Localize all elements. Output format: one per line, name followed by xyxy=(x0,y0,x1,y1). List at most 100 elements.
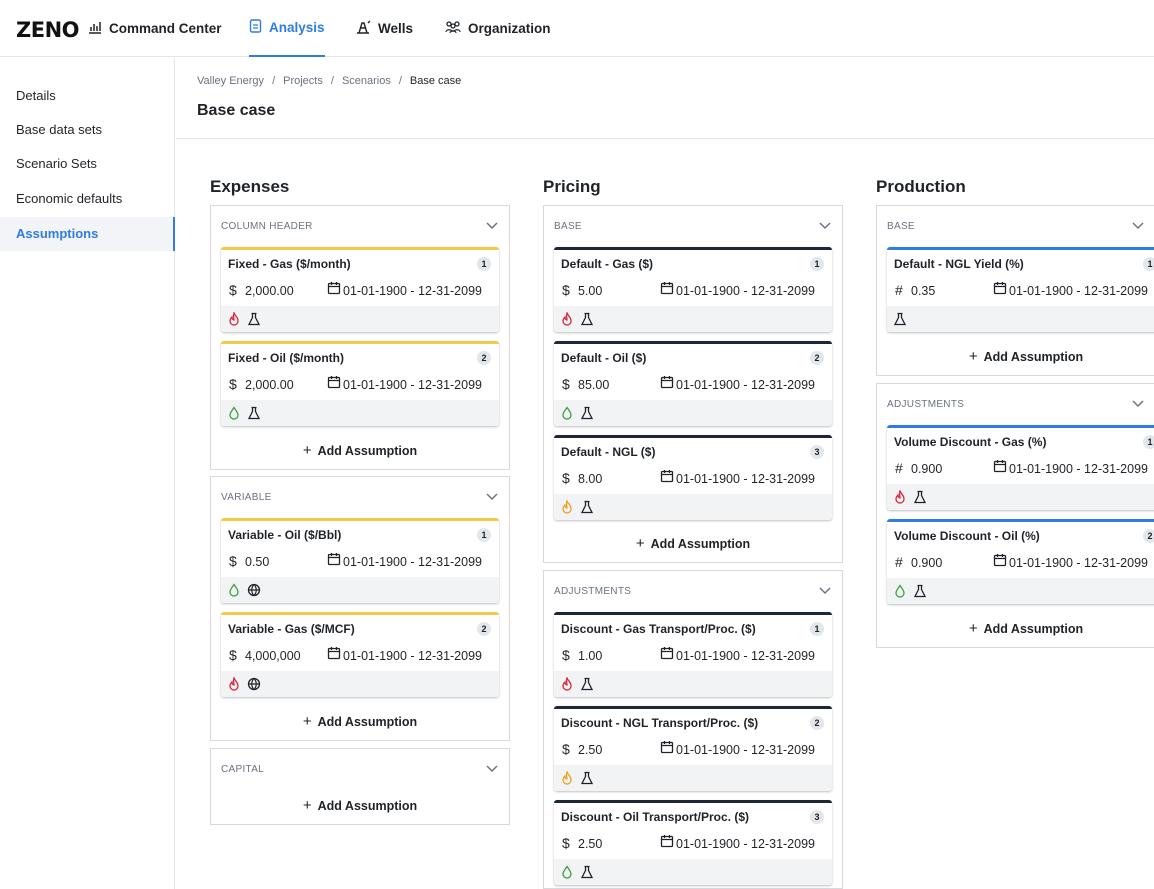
assumption-card[interactable]: Volume Discount - Gas (%) 1 #0.900 01-01-19… xyxy=(887,425,1154,510)
card-title: Fixed - Oil ($/month) xyxy=(228,351,344,365)
card-value: 1.00 xyxy=(578,649,603,663)
assumption-card[interactable]: Discount - Oil Transport/Proc. ($) 3 $2.50… xyxy=(554,800,832,885)
assumption-card[interactable]: Variable - Oil ($/Bbl) 1 $0.50 01-01-1900 -… xyxy=(221,518,499,603)
flask-icon xyxy=(247,406,261,420)
calendar-icon xyxy=(993,281,1007,295)
globe-icon xyxy=(247,677,261,691)
card-title: Volume Discount - Gas (%) xyxy=(894,435,1047,449)
assumption-card[interactable]: Default - NGL ($) 3 $8.00 01-01-1900 - 12-3… xyxy=(554,435,832,520)
order-badge: 1 xyxy=(810,257,824,271)
card-value: 2.50 xyxy=(578,837,603,851)
plus-icon: + xyxy=(302,797,312,814)
flask-icon xyxy=(913,490,927,504)
gas-flame-icon xyxy=(560,312,574,326)
card-footer xyxy=(554,859,832,885)
flask-icon xyxy=(247,312,261,326)
flask-icon xyxy=(580,500,594,514)
sidebar-item-assumptions[interactable]: Assumptions xyxy=(0,217,175,251)
chevron-down-icon[interactable] xyxy=(818,218,832,232)
plus-icon: + xyxy=(302,442,312,459)
sidebar-item-scenario-sets[interactable]: Scenario Sets xyxy=(16,156,97,171)
document-icon xyxy=(249,19,262,36)
assumption-card[interactable]: Volume Discount - Oil (%) 2 #0.900 01-01-19… xyxy=(887,519,1154,604)
calendar-icon xyxy=(660,375,674,389)
dollar-icon: $ xyxy=(229,647,237,663)
assumption-section: VARIABLE Variable - Oil ($/Bbl) 1 $0.50 01-0… xyxy=(210,476,510,741)
card-date-range: 01-01-1900 - 12-31-2099 xyxy=(676,649,815,663)
assumption-card[interactable]: Default - NGL Yield (%) 1 #0.35 01-01-1900 … xyxy=(887,247,1154,332)
breadcrumb-link[interactable]: Scenarios xyxy=(341,75,391,87)
plus-icon: + xyxy=(968,348,978,365)
calendar-icon xyxy=(993,553,1007,567)
chevron-down-icon[interactable] xyxy=(485,761,499,775)
sidebar-item-base-data-sets[interactable]: Base data sets xyxy=(16,122,102,137)
card-footer xyxy=(887,306,1154,332)
chart-icon xyxy=(88,20,102,37)
assumption-section: COLUMN HEADER Fixed - Gas ($/month) 1 $2,00… xyxy=(210,205,510,470)
ngl-flame-icon xyxy=(560,771,574,785)
add-assumption-button[interactable]: + Add Assumption xyxy=(544,535,842,552)
dollar-icon: $ xyxy=(562,376,570,392)
breadcrumb-link[interactable]: Valley Energy xyxy=(197,75,265,87)
order-badge: 1 xyxy=(810,622,824,636)
card-value: 8.00 xyxy=(578,472,603,486)
oil-drop-icon xyxy=(227,583,241,597)
section-label: COLUMN HEADER xyxy=(221,221,313,232)
assumption-card[interactable]: Variable - Gas ($/MCF) 2 $4,000,000 01-01-1… xyxy=(221,612,499,697)
card-footer xyxy=(554,765,832,791)
add-assumption-button[interactable]: + Add Assumption xyxy=(211,797,509,814)
assumption-card[interactable]: Discount - Gas Transport/Proc. ($) 1 $1.00… xyxy=(554,612,832,697)
order-badge: 1 xyxy=(1143,257,1154,271)
chevron-down-icon[interactable] xyxy=(818,583,832,597)
chevron-down-icon[interactable] xyxy=(1131,396,1145,410)
hash-icon: # xyxy=(895,460,903,476)
nav-organization[interactable]: Organization xyxy=(445,0,551,57)
chevron-down-icon[interactable] xyxy=(1131,218,1145,232)
order-badge: 1 xyxy=(1143,435,1154,449)
assumption-card[interactable]: Fixed - Oil ($/month) 2 $2,000.00 01-01-190… xyxy=(221,341,499,426)
calendar-icon xyxy=(660,646,674,660)
flask-icon xyxy=(580,677,594,691)
zeno-logo[interactable]: ZENO xyxy=(16,18,80,42)
dollar-icon: $ xyxy=(229,376,237,392)
sidebar-item-economic-defaults[interactable]: Economic defaults xyxy=(16,191,123,206)
card-title: Volume Discount - Oil (%) xyxy=(894,529,1040,543)
sidebar-item-details[interactable]: Details xyxy=(16,88,56,103)
nav-wells[interactable]: Wells xyxy=(355,0,413,57)
add-assumption-button[interactable]: + Add Assumption xyxy=(877,348,1154,365)
card-date-range: 01-01-1900 - 12-31-2099 xyxy=(1009,556,1148,570)
assumption-card[interactable]: Default - Oil ($) 2 $85.00 01-01-1900 - 12-… xyxy=(554,341,832,426)
assumption-section: BASE Default - Gas ($) 1 $5.00 01-01-1900 - … xyxy=(543,205,843,563)
flask-icon xyxy=(913,584,927,598)
add-assumption-button[interactable]: + Add Assumption xyxy=(211,442,509,459)
assumption-card[interactable]: Default - Gas ($) 1 $5.00 01-01-1900 - 12-3… xyxy=(554,247,832,332)
add-assumption-label: Add Assumption xyxy=(983,622,1084,636)
nav-label: Wells xyxy=(378,21,414,36)
order-badge: 1 xyxy=(477,257,491,271)
chevron-down-icon[interactable] xyxy=(485,218,499,232)
nav-analysis[interactable]: Analysis xyxy=(249,0,325,57)
calendar-icon xyxy=(660,740,674,754)
card-footer xyxy=(221,400,499,426)
oil-drop-icon xyxy=(227,406,241,420)
flask-icon xyxy=(580,865,594,879)
breadcrumb: Valley Energy / Projects / Scenarios / Base ca… xyxy=(197,75,462,87)
add-assumption-label: Add Assumption xyxy=(983,350,1084,364)
assumption-card[interactable]: Discount - NGL Transport/Proc. ($) 2 $2.50… xyxy=(554,706,832,791)
calendar-icon xyxy=(993,459,1007,473)
assumption-card[interactable]: Fixed - Gas ($/month) 1 $2,000.00 01-01-190… xyxy=(221,247,499,332)
add-assumption-button[interactable]: + Add Assumption xyxy=(877,620,1154,637)
chevron-down-icon[interactable] xyxy=(485,489,499,503)
nav-command-center[interactable]: Command Center xyxy=(88,0,222,57)
sidebar: Details Base data sets Scenario Sets Eco… xyxy=(0,58,175,889)
breadcrumb-link[interactable]: Projects xyxy=(283,75,323,87)
plus-icon: + xyxy=(968,620,978,637)
hash-icon: # xyxy=(895,554,903,570)
add-assumption-button[interactable]: + Add Assumption xyxy=(211,713,509,730)
calendar-icon xyxy=(327,375,341,389)
card-date-range: 01-01-1900 - 12-31-2099 xyxy=(343,284,482,298)
card-date-range: 01-01-1900 - 12-31-2099 xyxy=(343,378,482,392)
card-value: 2.50 xyxy=(578,743,603,757)
card-title: Fixed - Gas ($/month) xyxy=(228,257,351,271)
assumption-section: ADJUSTMENTS Discount - Gas Transport/Proc… xyxy=(543,570,843,889)
